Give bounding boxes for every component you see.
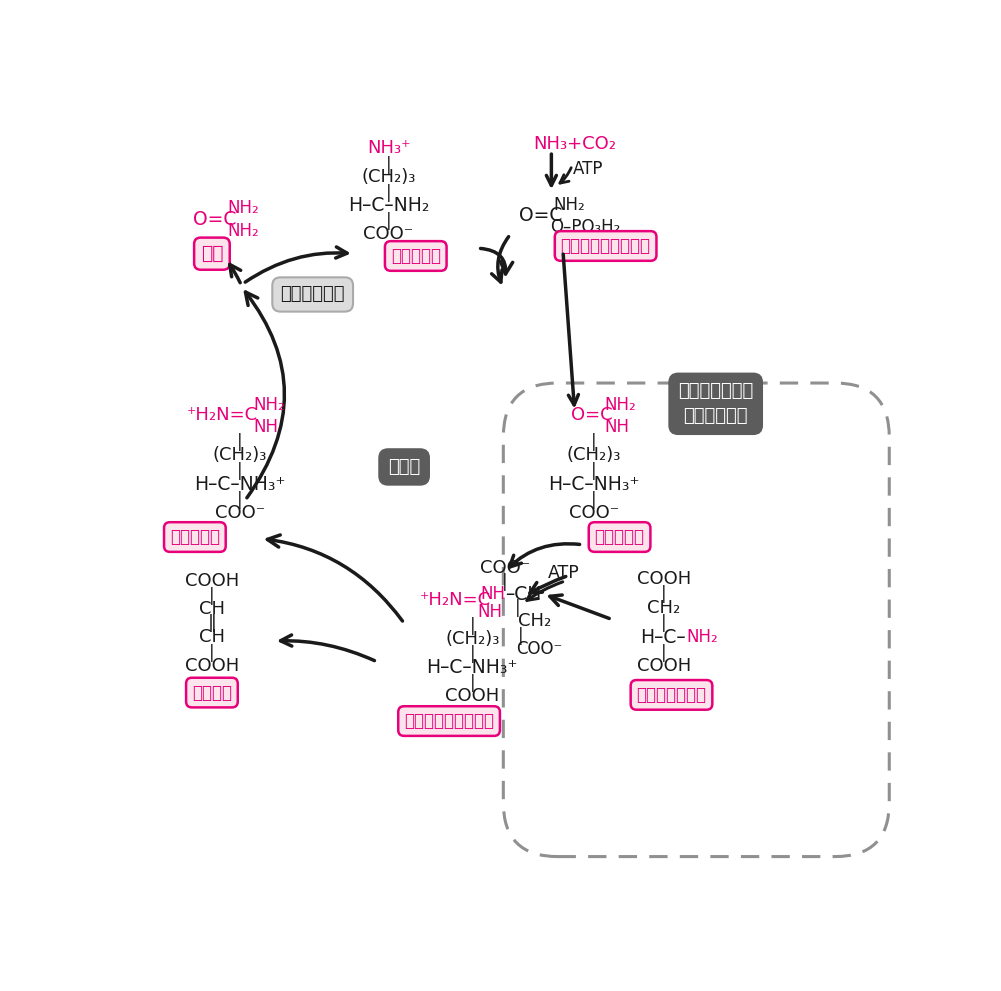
Text: H–C–NH₃⁺: H–C–NH₃⁺ — [426, 658, 519, 677]
Text: |: | — [237, 492, 242, 509]
Text: ATP: ATP — [548, 564, 580, 583]
Text: NH: NH — [253, 418, 278, 436]
Text: |: | — [661, 585, 667, 603]
Text: O–PO₃H₂: O–PO₃H₂ — [550, 218, 621, 236]
Text: |: | — [385, 212, 391, 230]
Text: COO⁻: COO⁻ — [569, 504, 620, 522]
Text: アルギニン: アルギニン — [170, 528, 220, 546]
Text: フマル酸: フマル酸 — [192, 684, 232, 702]
Text: |: | — [209, 587, 215, 605]
Text: アルギニノコハク酸: アルギニノコハク酸 — [404, 713, 494, 730]
Text: アスパラギン酸: アスパラギン酸 — [637, 686, 707, 704]
Text: NH₂: NH₂ — [553, 196, 585, 214]
Text: H–C–NH₂: H–C–NH₂ — [348, 196, 429, 215]
Text: |: | — [469, 674, 475, 692]
Text: シトルリン: シトルリン — [595, 528, 645, 546]
Text: ATP: ATP — [574, 160, 604, 178]
Text: H–C–NH₃⁺: H–C–NH₃⁺ — [549, 475, 640, 495]
Text: H–C–NH₃⁺: H–C–NH₃⁺ — [194, 475, 285, 495]
Text: H–C–: H–C– — [641, 627, 686, 647]
Text: NH₃+CO₂: NH₃+CO₂ — [534, 136, 617, 154]
Text: |: | — [237, 462, 242, 480]
Text: NH: NH — [604, 418, 629, 436]
Text: ⁺H₂N=C: ⁺H₂N=C — [187, 406, 258, 424]
Text: ‖: ‖ — [207, 614, 216, 632]
Text: COOH: COOH — [185, 572, 239, 590]
Text: 細胞質: 細胞質 — [388, 458, 420, 476]
Text: |: | — [592, 433, 597, 451]
Text: CH: CH — [199, 601, 225, 618]
Text: (CH₂)₃: (CH₂)₃ — [212, 446, 267, 465]
Text: ⁺H₂N=C: ⁺H₂N=C — [419, 592, 490, 609]
Text: NH₃⁺: NH₃⁺ — [367, 139, 410, 158]
Text: NH: NH — [477, 603, 503, 620]
Text: COO⁻: COO⁻ — [363, 225, 413, 244]
Text: アルギナーゼ: アルギナーゼ — [280, 285, 345, 303]
Text: |: | — [519, 626, 524, 644]
Text: (CH₂)₃: (CH₂)₃ — [361, 168, 415, 186]
Text: COOH: COOH — [637, 571, 691, 589]
Text: NH: NH — [479, 585, 505, 603]
Text: |: | — [209, 643, 215, 662]
Text: オルニチン: オルニチン — [390, 247, 440, 265]
Text: (CH₂)₃: (CH₂)₃ — [567, 446, 622, 465]
Text: COO⁻: COO⁻ — [517, 639, 563, 658]
Text: |: | — [237, 433, 242, 451]
Text: 尿素: 尿素 — [200, 244, 223, 264]
Text: COOH: COOH — [637, 657, 691, 676]
Text: O=C: O=C — [519, 206, 563, 225]
Text: NH₂: NH₂ — [227, 222, 259, 240]
Text: NH₂: NH₂ — [604, 396, 636, 414]
Text: ミトコンドリア
マトリックス: ミトコンドリア マトリックス — [678, 383, 754, 425]
Text: (CH₂)₃: (CH₂)₃ — [445, 629, 499, 648]
Text: CH₂: CH₂ — [519, 612, 552, 630]
Text: COOH: COOH — [185, 657, 239, 676]
Text: |: | — [592, 492, 597, 509]
Text: |: | — [661, 643, 667, 662]
Text: |: | — [469, 645, 475, 663]
Text: COO⁻: COO⁻ — [214, 504, 265, 522]
Text: |: | — [469, 616, 475, 634]
Text: CH: CH — [199, 628, 225, 646]
Text: |: | — [385, 157, 391, 174]
Text: NH₂: NH₂ — [687, 628, 718, 646]
Text: CH₂: CH₂ — [647, 599, 681, 616]
Text: カルバモイルリン酸: カルバモイルリン酸 — [561, 237, 651, 255]
Text: NH₂: NH₂ — [253, 396, 284, 414]
Text: |: | — [516, 599, 521, 616]
Text: |: | — [385, 184, 391, 202]
Text: COOH: COOH — [445, 688, 499, 706]
Text: O=C: O=C — [193, 209, 236, 229]
Text: NH₂: NH₂ — [227, 199, 259, 217]
Text: O=C: O=C — [571, 406, 613, 424]
Text: –CH: –CH — [505, 585, 542, 604]
Text: COO⁻: COO⁻ — [479, 559, 530, 577]
Text: |: | — [661, 614, 667, 632]
Text: |: | — [592, 462, 597, 480]
Text: |: | — [503, 573, 508, 591]
